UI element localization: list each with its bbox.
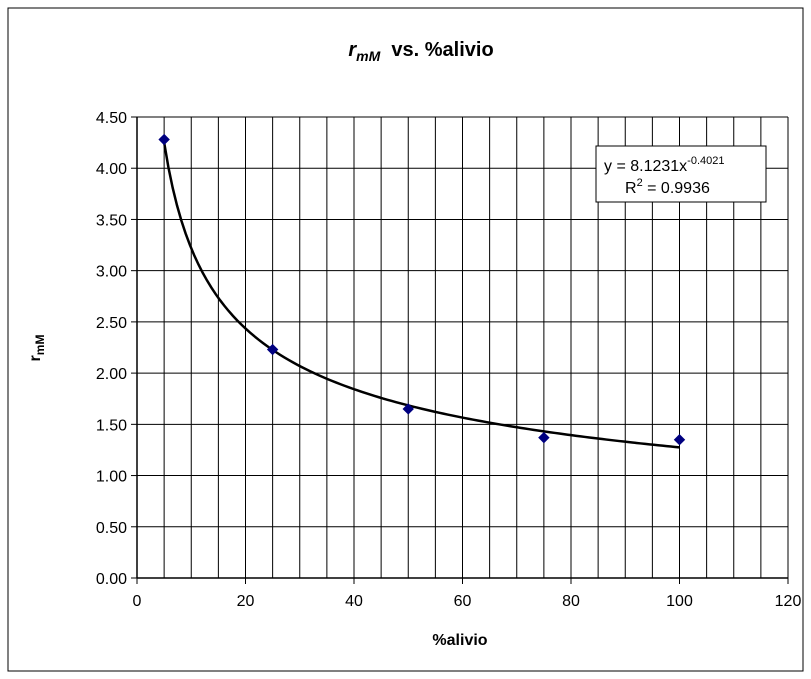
x-tick-label: 0 <box>133 593 142 610</box>
r2-main: R <box>625 180 637 197</box>
y-tick-label: 2.00 <box>96 366 127 383</box>
trendline-r-squared: R2 = 0.9936 <box>625 177 710 197</box>
y-tick-label: 1.00 <box>96 469 127 486</box>
y-tick-label: 3.00 <box>96 264 127 281</box>
r2-value: = 0.9936 <box>643 180 710 197</box>
trendline-layer <box>162 142 680 449</box>
x-tick-label: 40 <box>345 593 363 610</box>
r2-exponent: 2 <box>637 177 643 189</box>
chart-title: rmM vs. %alivio <box>348 39 493 64</box>
points-layer <box>158 133 686 446</box>
trendline-equation: y = 8.1231x-0.4021 <box>604 155 724 175</box>
data-point <box>402 403 414 415</box>
equation-main: y = 8.1231x <box>604 158 687 175</box>
y-tick-label: 2.50 <box>96 315 127 332</box>
chart-title-main: r <box>348 39 357 61</box>
y-tick-label: 3.50 <box>96 212 127 229</box>
x-tick-label: 100 <box>666 593 693 610</box>
x-tick-label: 20 <box>237 593 255 610</box>
chart-title-rest: vs. %alivio <box>380 39 493 61</box>
data-point <box>538 431 550 444</box>
equation-exponent: -0.4021 <box>687 155 724 167</box>
data-point <box>158 133 170 146</box>
data-point <box>266 343 279 356</box>
equation-box-border <box>595 145 767 203</box>
x-tick-label: 80 <box>562 593 580 610</box>
tick-labels: 0.00 0.50 1.00 1.50 2.00 2.50 3.00 3.50 4.00 4.50… <box>96 110 802 610</box>
y-tick-label: 4.00 <box>96 161 127 178</box>
y-axis-title-main: r <box>27 355 44 361</box>
data-point <box>673 433 686 446</box>
y-tick-label: 1.50 <box>96 417 127 434</box>
trendline-equation-box: y = 8.1231x-0.4021 R2 = 0.9936 <box>595 145 767 203</box>
x-tick-label: 60 <box>454 593 472 610</box>
chart-outer-border <box>7 7 804 672</box>
y-axis-title: rmM <box>27 335 47 362</box>
y-tick-label: 0.50 <box>96 520 127 537</box>
chart-title-sub: mM <box>356 48 380 64</box>
power-trendline <box>162 142 680 449</box>
y-axis-title-sub: mM <box>33 335 47 356</box>
x-tick-label: 120 <box>775 593 802 610</box>
y-tick-label: 4.50 <box>96 110 127 127</box>
y-tick-label: 0.00 <box>96 571 127 588</box>
x-axis-title: %alivio <box>432 632 487 649</box>
